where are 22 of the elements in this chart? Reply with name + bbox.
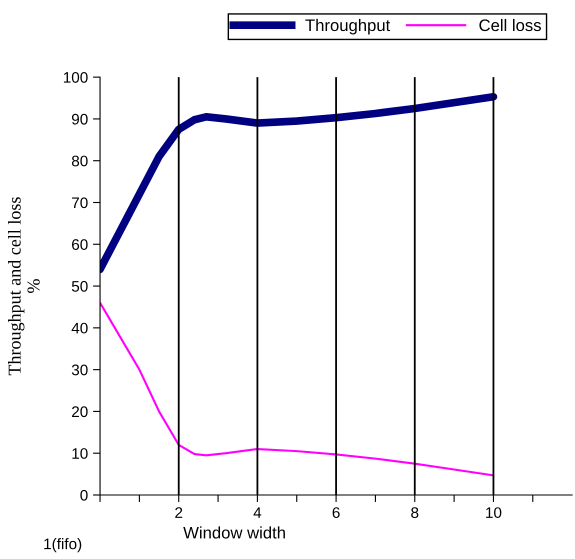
y-tick-label: 0 (80, 490, 88, 501)
x-tick-label: 4 (254, 507, 262, 518)
y-axis-title: Throughput and cell loss % (8, 197, 40, 376)
y-tick-label: 30 (72, 364, 88, 376)
x-tick-label: 10 (486, 507, 502, 518)
x-axis-title: Window width (183, 526, 285, 539)
legend-label: Throughput (305, 18, 390, 34)
y-tick-label: 10 (72, 448, 88, 459)
x-tick-label: 2 (175, 507, 182, 518)
x-tick-label: 6 (332, 507, 340, 518)
text: 1(fifo) (44, 538, 82, 552)
y-tick-label: 40 (72, 322, 88, 334)
y-tick-label: 100 (64, 72, 88, 83)
line-series (100, 302, 494, 476)
y-tick-label: 60 (72, 239, 88, 250)
legend-label: Cell loss (479, 18, 541, 32)
y-tick-label: 50 (72, 280, 88, 292)
y-tick-label: 20 (72, 406, 88, 418)
y-tick-label: 80 (72, 156, 88, 166)
y-tick-label: 70 (72, 197, 88, 208)
y-tick-label: 90 (72, 114, 88, 125)
x-tick-label: 8 (411, 507, 418, 518)
